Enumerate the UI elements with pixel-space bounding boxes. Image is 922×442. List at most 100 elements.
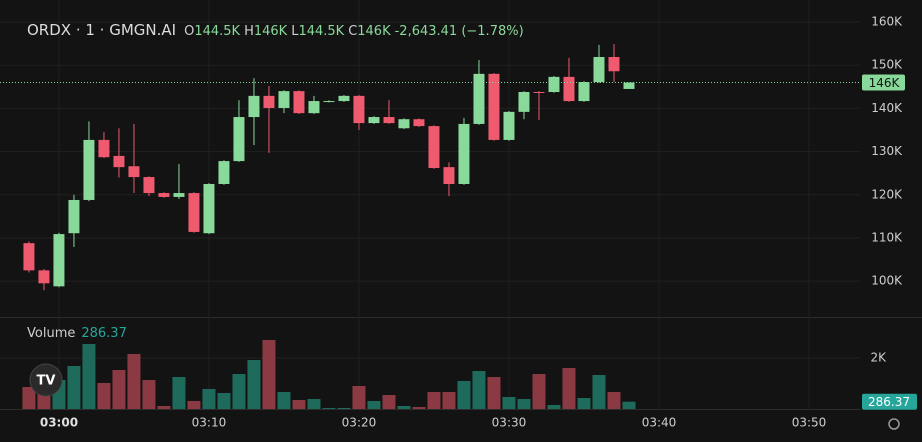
volume-bar [232, 374, 246, 409]
volume-name: Volume [27, 326, 76, 341]
volume-bar [502, 397, 516, 409]
candle [593, 44, 605, 83]
y-tick-label: 160K [871, 15, 903, 29]
logo[interactable] [29, 363, 63, 397]
ohlc-value: 146K [253, 24, 288, 39]
ohlc-value: 144.5K [298, 24, 345, 39]
candle-body [338, 95, 350, 102]
candle-body [608, 57, 620, 72]
volume-bar [307, 399, 321, 409]
candle-body [203, 183, 215, 234]
candle [173, 164, 185, 200]
settings-icon[interactable] [888, 418, 900, 430]
candle-body [263, 95, 275, 108]
candle [218, 160, 230, 185]
candle [53, 232, 65, 288]
volume-bar [382, 394, 396, 409]
candle [608, 44, 620, 83]
volume-badge [862, 393, 917, 410]
ohlc-key: O [184, 24, 195, 39]
x-tick-label: 03:00 [40, 416, 78, 430]
candle-body [83, 139, 95, 200]
logo-mark: TV [37, 374, 56, 389]
candle-body [278, 91, 290, 108]
candle-body [443, 167, 455, 184]
volume-bar [367, 400, 381, 409]
volume-bar [277, 392, 291, 409]
candle [338, 95, 350, 102]
volume-legend: Volume 286.37 [27, 326, 127, 341]
volume-bar [472, 370, 486, 409]
candle [548, 76, 560, 93]
candle-body [518, 91, 530, 112]
candle-body [458, 123, 470, 184]
candle-body [248, 95, 260, 118]
candle [368, 116, 380, 124]
candle [443, 162, 455, 197]
candle [23, 241, 35, 273]
volume-bar [142, 379, 156, 409]
candle-body [128, 166, 140, 178]
last-price-label: 146K [869, 76, 901, 90]
candle [248, 78, 260, 146]
candle-body [548, 76, 560, 92]
candle [263, 85, 275, 153]
volume-bar [247, 359, 261, 409]
volume-bar [532, 374, 546, 409]
volume-bar [622, 401, 636, 409]
candle-body [488, 73, 500, 140]
ohlc-key: H [244, 24, 254, 39]
y-tick-label: 140K [871, 101, 903, 115]
x-tick-label: 03:20 [342, 416, 377, 430]
volume-bar [127, 354, 141, 409]
candle-body [623, 82, 635, 89]
candle-body [158, 193, 170, 197]
volume-value: 286.37 [81, 326, 127, 341]
volume-bar [397, 405, 411, 409]
candle [203, 183, 215, 235]
volume-bar [157, 405, 171, 409]
y-tick-label: 110K [871, 230, 903, 244]
candle-body [398, 119, 410, 129]
candle-body [533, 91, 545, 93]
candle-body [113, 155, 125, 168]
candle [413, 118, 425, 127]
candle-body [473, 73, 485, 124]
candle [473, 60, 485, 125]
y-tick-label: 130K [871, 144, 903, 158]
candle [233, 100, 245, 162]
candle [113, 128, 125, 178]
candle [353, 95, 365, 130]
candle [623, 82, 635, 89]
candle [428, 125, 440, 169]
volume-bar [442, 392, 456, 409]
volume-bar [427, 392, 441, 409]
header: ORDX · 1 · GMGN.AI O144.5K H146K L144.5K C14… [27, 21, 528, 39]
candle-body [218, 161, 230, 184]
candle [323, 100, 335, 103]
candle [38, 269, 50, 291]
candle-body [308, 101, 320, 114]
change: -2,643.41 (−1.78%) [394, 24, 524, 39]
grid [0, 0, 860, 409]
x-tick-label: 03:50 [792, 416, 827, 430]
volume-bar [97, 383, 111, 409]
volume-bar [607, 392, 621, 409]
candle [398, 118, 410, 130]
volume-bar [217, 393, 231, 409]
candle-body [53, 234, 65, 287]
candle [68, 194, 80, 248]
y-tick-label: 150K [871, 58, 903, 72]
candle [563, 57, 575, 102]
candle [98, 132, 110, 159]
volume-badge-label: 286.37 [868, 395, 910, 409]
candle-body [68, 199, 80, 234]
candle [308, 95, 320, 115]
volume-bar [22, 387, 36, 409]
candle [383, 100, 395, 124]
candle-body [23, 243, 35, 271]
candle [293, 90, 305, 115]
y-tick-label: 120K [871, 187, 903, 201]
candle [518, 91, 530, 120]
